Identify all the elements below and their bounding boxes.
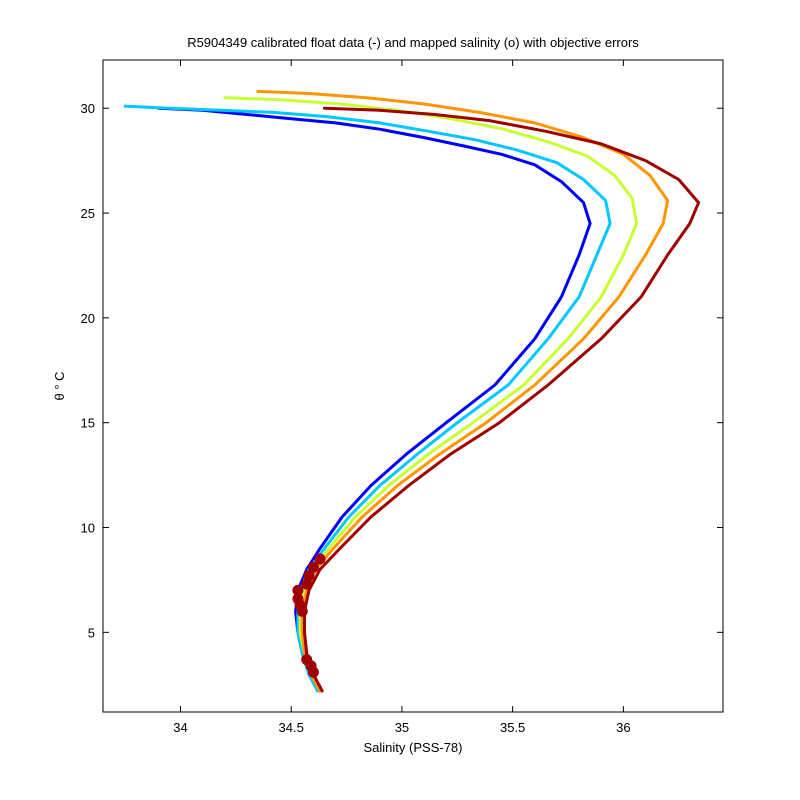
mapped-point bbox=[314, 553, 326, 565]
y-tick-label: 25 bbox=[81, 206, 95, 221]
mapped-point bbox=[301, 654, 313, 666]
series-line-3 bbox=[223, 96, 639, 693]
mapped-point bbox=[303, 570, 315, 582]
series-line-4 bbox=[256, 89, 670, 693]
series-layer bbox=[123, 89, 701, 693]
x-axis: 34 34.5 35 35.5 36 bbox=[173, 60, 631, 735]
x-tick-label: 34.5 bbox=[279, 720, 304, 735]
y-tick-label: 15 bbox=[81, 416, 95, 431]
y-tick-label: 30 bbox=[81, 101, 95, 116]
y-tick-label: 10 bbox=[81, 521, 95, 536]
y-axis: 5 10 15 20 25 30 bbox=[81, 101, 723, 640]
y-tick-label: 20 bbox=[81, 311, 95, 326]
mapped-point bbox=[307, 561, 319, 573]
series-line-2 bbox=[123, 104, 612, 693]
y-tick-label: 5 bbox=[88, 625, 95, 640]
plot-frame bbox=[102, 59, 724, 713]
mapped-point bbox=[292, 584, 304, 596]
mapped-points-layer bbox=[292, 553, 326, 678]
x-tick-label: 35.5 bbox=[500, 720, 525, 735]
chart-title: R5904349 calibrated float data (-) and m… bbox=[187, 35, 639, 50]
x-tick-label: 36 bbox=[616, 720, 630, 735]
x-tick-label: 34 bbox=[173, 720, 187, 735]
x-tick-label: 35 bbox=[395, 720, 409, 735]
series-line-1 bbox=[156, 106, 592, 693]
y-axis-label: θ ° C bbox=[52, 371, 67, 400]
x-axis-label: Salinity (PSS-78) bbox=[364, 740, 463, 755]
